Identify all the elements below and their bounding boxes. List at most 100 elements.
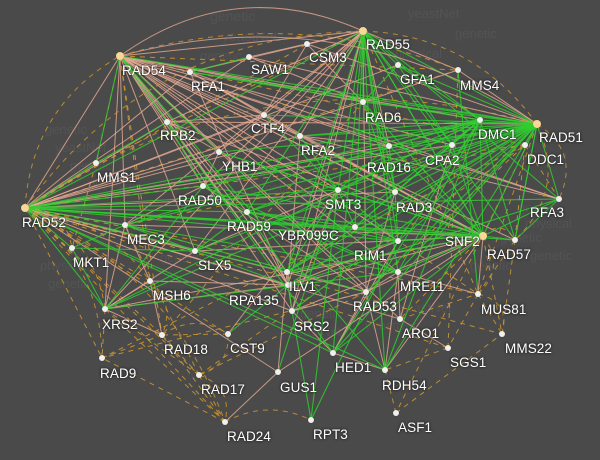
node-mms1[interactable]: [92, 159, 100, 167]
node-rad17[interactable]: [195, 371, 203, 379]
edge-functional: [362, 30, 516, 241]
node-rpa135[interactable]: [284, 281, 292, 289]
edge-functional: [24, 207, 386, 371]
node-rad3[interactable]: [391, 188, 399, 196]
node-gfa1[interactable]: [394, 61, 402, 69]
node-rim1[interactable]: [394, 237, 402, 245]
edge-genetic: [198, 374, 226, 423]
edge-functional: [71, 224, 126, 249]
node-rad59[interactable]: [243, 208, 251, 216]
edge-physical: [291, 310, 334, 354]
edge-genetic: [24, 43, 308, 209]
edge-functional: [202, 185, 484, 237]
node-rad51[interactable]: [532, 119, 542, 129]
edge-functional: [119, 55, 538, 125]
node-rad50[interactable]: [199, 182, 207, 190]
node-rad18[interactable]: [158, 331, 166, 339]
node-rad52[interactable]: [20, 203, 30, 213]
node-yhb1[interactable]: [215, 148, 223, 156]
edge-physical: [365, 271, 399, 293]
node-gus1[interactable]: [274, 368, 282, 376]
node-rad53[interactable]: [362, 288, 370, 296]
node-srs2[interactable]: [288, 307, 296, 315]
node-mms22[interactable]: [498, 330, 506, 338]
node-ddc1[interactable]: [521, 141, 529, 149]
edge-functional: [388, 145, 484, 237]
edge-physical: [24, 56, 250, 209]
edge-functional: [337, 30, 364, 191]
edge-physical: [124, 224, 151, 282]
edge-physical: [287, 235, 484, 286]
edge-functional: [362, 101, 396, 193]
edge-physical: [124, 30, 364, 226]
node-cst9[interactable]: [224, 330, 232, 338]
edge-functional: [287, 198, 560, 286]
edge-genetic: [24, 207, 226, 423]
edge-genetic: [124, 224, 200, 376]
node-rpb2[interactable]: [163, 118, 171, 126]
edge-physical: [24, 64, 399, 209]
edge-functional: [354, 226, 399, 242]
node-mms4[interactable]: [454, 66, 462, 74]
edge-functional: [362, 30, 560, 200]
edge-genetic: [24, 207, 151, 282]
edge-functional: [394, 191, 484, 237]
node-csm3[interactable]: [303, 40, 311, 48]
node-rad54[interactable]: [115, 51, 125, 61]
edge-functional: [246, 30, 364, 213]
node-rad24[interactable]: [221, 418, 229, 426]
node-ctf4[interactable]: [260, 111, 268, 119]
edge-functional: [227, 284, 289, 335]
node-rpt3[interactable]: [307, 416, 315, 424]
edge-physical: [224, 371, 279, 423]
edge-physical: [299, 30, 364, 137]
node-rfa1[interactable]: [186, 68, 194, 76]
node-mre11[interactable]: [394, 268, 402, 276]
edge-functional: [119, 55, 334, 354]
node-ybr099c[interactable]: [351, 223, 359, 231]
node-rfa2[interactable]: [296, 132, 304, 140]
node-slx5[interactable]: [191, 247, 199, 255]
node-rad16[interactable]: [385, 142, 393, 150]
edge-arc-genetic: [477, 293, 505, 335]
edge-arc-genetic: [24, 30, 364, 209]
edge-physical: [24, 71, 191, 209]
node-cpa2[interactable]: [448, 141, 456, 149]
edge-functional: [194, 211, 248, 252]
node-msh6[interactable]: [146, 277, 154, 285]
node-smt3[interactable]: [334, 186, 342, 194]
node-sgs1[interactable]: [444, 344, 452, 352]
node-ilv1[interactable]: [283, 268, 291, 276]
node-mus81[interactable]: [474, 290, 482, 298]
node-asf1[interactable]: [392, 409, 400, 417]
node-hed1[interactable]: [329, 349, 337, 357]
node-dmc1[interactable]: [476, 116, 484, 124]
node-rfa3[interactable]: [555, 195, 563, 203]
edge-genetic: [482, 235, 503, 335]
node-saw1[interactable]: [245, 53, 253, 61]
node-rad55[interactable]: [359, 27, 367, 35]
edge-functional: [24, 207, 288, 273]
edge-functional: [124, 119, 481, 226]
edge-genetic: [119, 55, 163, 336]
edge-functional: [397, 235, 484, 273]
edge-genetic: [101, 357, 226, 423]
node-mec3[interactable]: [121, 221, 129, 229]
edge-genetic: [384, 369, 397, 414]
edge-functional: [388, 145, 396, 193]
edge-functional: [362, 30, 399, 66]
node-xrs2[interactable]: [101, 305, 109, 313]
edge-functional: [104, 119, 481, 310]
node-aro1[interactable]: [396, 315, 404, 323]
edge-arc-genetic: [362, 30, 538, 125]
node-mkt1[interactable]: [68, 244, 76, 252]
edge-functional: [286, 123, 538, 273]
node-rad57[interactable]: [511, 236, 519, 244]
node-rad6[interactable]: [359, 98, 367, 106]
node-rdh54[interactable]: [381, 366, 389, 374]
edge-functional: [95, 55, 121, 164]
node-rad9[interactable]: [98, 354, 106, 362]
node-snf2[interactable]: [479, 232, 487, 240]
edge-physical: [277, 271, 288, 373]
